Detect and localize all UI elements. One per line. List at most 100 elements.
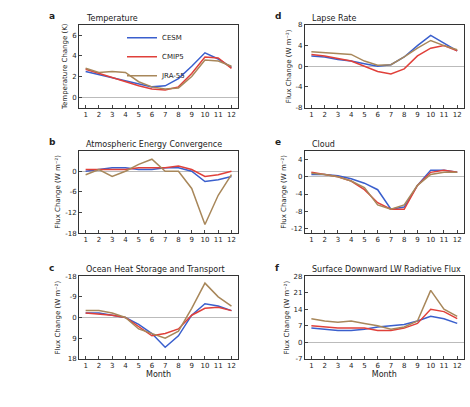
svg-text:14: 14 xyxy=(294,306,303,314)
svg-text:2: 2 xyxy=(72,73,76,81)
svg-text:9: 9 xyxy=(415,362,419,370)
svg-text:18: 18 xyxy=(68,355,77,363)
svg-text:4: 4 xyxy=(298,42,303,50)
svg-text:11: 11 xyxy=(214,362,223,370)
svg-text:-4: -4 xyxy=(295,83,303,91)
svg-text:Ocean Heat Storage and Transpo: Ocean Heat Storage and Transport xyxy=(86,265,225,274)
svg-text:2: 2 xyxy=(97,111,101,119)
svg-text:-8: -8 xyxy=(295,208,302,216)
svg-text:1: 1 xyxy=(309,236,313,244)
svg-text:7: 7 xyxy=(163,111,167,119)
svg-text:11: 11 xyxy=(439,111,448,119)
svg-text:Temperature: Temperature xyxy=(86,14,138,23)
svg-text:0: 0 xyxy=(72,168,76,176)
svg-text:6: 6 xyxy=(375,362,380,370)
svg-text:6: 6 xyxy=(72,32,77,40)
svg-text:-6: -6 xyxy=(70,188,78,196)
svg-text:11: 11 xyxy=(214,236,223,244)
svg-text:9: 9 xyxy=(189,111,193,119)
svg-text:Month: Month xyxy=(146,370,171,379)
svg-text:2: 2 xyxy=(322,362,326,370)
svg-text:Flux Change (W m⁻²): Flux Change (W m⁻²) xyxy=(283,280,291,354)
svg-text:12: 12 xyxy=(453,362,462,370)
svg-text:Lapse Rate: Lapse Rate xyxy=(312,14,356,23)
svg-text:3: 3 xyxy=(336,362,340,370)
svg-text:10: 10 xyxy=(426,362,435,370)
svg-text:12: 12 xyxy=(227,111,236,119)
svg-text:8: 8 xyxy=(402,111,406,119)
svg-text:d: d xyxy=(275,11,281,21)
svg-text:a: a xyxy=(49,11,55,21)
svg-text:5: 5 xyxy=(362,236,366,244)
svg-text:4: 4 xyxy=(349,111,354,119)
svg-text:-9: -9 xyxy=(70,293,77,301)
svg-text:5: 5 xyxy=(136,362,140,370)
svg-text:3: 3 xyxy=(110,111,114,119)
svg-text:7: 7 xyxy=(298,322,302,330)
svg-text:6: 6 xyxy=(375,111,380,119)
svg-text:0: 0 xyxy=(298,173,302,181)
svg-text:8: 8 xyxy=(298,21,302,29)
svg-text:2: 2 xyxy=(97,362,101,370)
svg-text:b: b xyxy=(49,137,56,147)
svg-text:Flux Change (W m⁻²): Flux Change (W m⁻²) xyxy=(54,280,62,354)
svg-text:0: 0 xyxy=(298,339,302,347)
svg-text:2: 2 xyxy=(322,111,326,119)
svg-text:6: 6 xyxy=(150,111,155,119)
svg-text:e: e xyxy=(275,137,281,147)
svg-text:7: 7 xyxy=(163,236,167,244)
svg-text:28: 28 xyxy=(294,273,303,281)
svg-text:CESM: CESM xyxy=(162,34,182,42)
svg-text:5: 5 xyxy=(362,362,366,370)
svg-text:4: 4 xyxy=(123,362,128,370)
svg-text:-7: -7 xyxy=(295,355,302,363)
svg-text:9: 9 xyxy=(415,236,419,244)
svg-text:6: 6 xyxy=(375,236,380,244)
svg-text:8: 8 xyxy=(176,236,180,244)
svg-text:-8: -8 xyxy=(295,104,302,112)
svg-text:4: 4 xyxy=(349,236,354,244)
svg-text:11: 11 xyxy=(439,236,448,244)
svg-text:3: 3 xyxy=(110,362,114,370)
svg-text:JRA-55: JRA-55 xyxy=(161,72,185,80)
svg-text:6: 6 xyxy=(150,236,155,244)
svg-text:1: 1 xyxy=(309,111,313,119)
svg-text:10: 10 xyxy=(426,236,435,244)
svg-text:2: 2 xyxy=(322,236,326,244)
svg-text:Flux Change (W m⁻²): Flux Change (W m⁻²) xyxy=(285,29,293,103)
svg-text:3: 3 xyxy=(336,236,340,244)
svg-text:8: 8 xyxy=(176,362,180,370)
svg-text:10: 10 xyxy=(426,111,435,119)
svg-text:c: c xyxy=(49,263,54,273)
svg-text:10: 10 xyxy=(200,111,209,119)
svg-text:6: 6 xyxy=(150,362,155,370)
svg-text:0: 0 xyxy=(298,63,302,71)
svg-text:f: f xyxy=(275,263,279,273)
svg-text:7: 7 xyxy=(389,111,393,119)
svg-text:11: 11 xyxy=(439,362,448,370)
svg-text:12: 12 xyxy=(227,362,236,370)
svg-text:9: 9 xyxy=(189,236,193,244)
svg-text:4: 4 xyxy=(298,156,303,164)
svg-text:Flux Change (W m⁻²): Flux Change (W m⁻²) xyxy=(280,155,288,229)
svg-text:5: 5 xyxy=(136,111,140,119)
svg-text:1: 1 xyxy=(83,362,87,370)
svg-text:4: 4 xyxy=(72,52,77,60)
svg-text:7: 7 xyxy=(389,362,393,370)
svg-text:Cloud: Cloud xyxy=(312,140,335,149)
svg-text:4: 4 xyxy=(123,111,128,119)
svg-text:8: 8 xyxy=(176,111,180,119)
svg-text:1: 1 xyxy=(309,362,313,370)
svg-text:5: 5 xyxy=(362,111,366,119)
svg-text:7: 7 xyxy=(163,362,167,370)
svg-text:4: 4 xyxy=(123,236,128,244)
svg-text:-18: -18 xyxy=(65,273,76,281)
svg-text:2: 2 xyxy=(97,236,101,244)
svg-text:CMIP5: CMIP5 xyxy=(162,53,184,61)
svg-text:8: 8 xyxy=(402,362,406,370)
svg-text:9: 9 xyxy=(189,362,193,370)
svg-text:5: 5 xyxy=(136,236,140,244)
svg-text:10: 10 xyxy=(200,236,209,244)
svg-text:-18: -18 xyxy=(65,230,76,238)
svg-text:7: 7 xyxy=(389,236,393,244)
